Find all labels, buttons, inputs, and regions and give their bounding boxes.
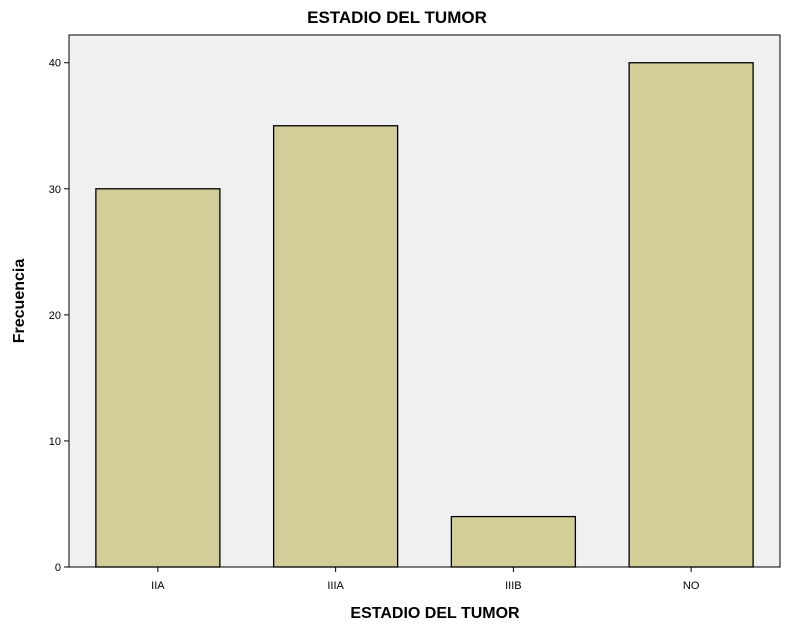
x-tick-label: NO [683, 580, 700, 592]
x-tick-label: IIIB [505, 580, 522, 592]
bars-group [95, 62, 754, 568]
x-tick-label: IIA [151, 580, 165, 592]
y-axis: 0 10 20 30 40 [49, 58, 69, 574]
y-tick-label: 10 [49, 436, 61, 448]
x-tick-label: IIIA [327, 580, 344, 592]
bar-iiib [450, 515, 577, 568]
y-tick-label: 30 [49, 184, 61, 196]
bar-iia [95, 188, 221, 568]
y-tick-label: 20 [49, 310, 61, 322]
y-tick-label: 0 [55, 562, 61, 574]
bar-iiia [272, 125, 399, 568]
y-axis-title: Frecuencia [11, 259, 28, 344]
chart-title: ESTADIO DEL TUMOR [307, 8, 487, 27]
y-tick-label: 40 [49, 58, 61, 70]
x-axis-title: ESTADIO DEL TUMOR [350, 605, 520, 622]
bar-no [628, 62, 754, 568]
x-axis: IIA IIIA IIIB NO [151, 567, 700, 592]
